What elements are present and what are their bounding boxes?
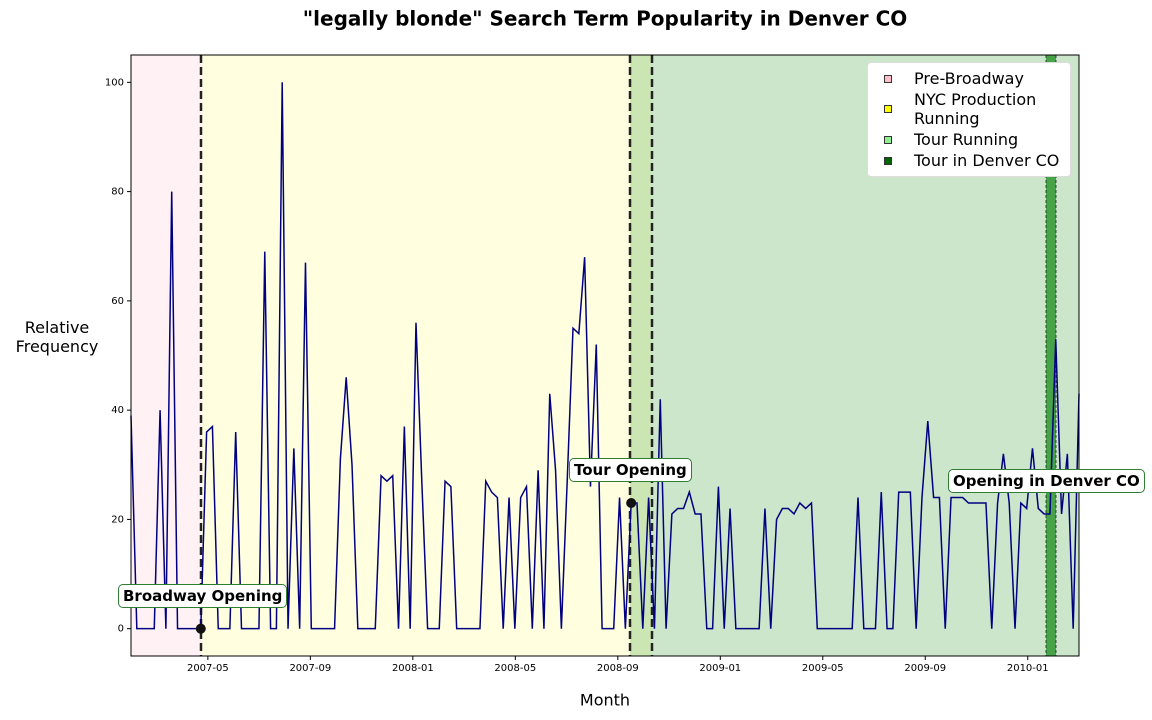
y-tick-label: 60	[111, 296, 124, 307]
legend: Pre-Broadway NYC Production Running Tour R…	[867, 62, 1071, 177]
legend-label: Pre-Broadway	[914, 69, 1024, 88]
legend-swatch	[884, 135, 892, 144]
x-tick-label: 2008-01	[392, 663, 434, 674]
legend-item: Pre-Broadway	[884, 69, 1064, 88]
period-span	[131, 55, 201, 656]
spans	[131, 55, 1079, 656]
y-tick-label: 20	[111, 514, 124, 525]
y-tick-label: 0	[118, 624, 124, 635]
x-tick-label: 2010-01	[1007, 663, 1049, 674]
period-span	[1046, 55, 1056, 656]
y-tick-label: 100	[105, 77, 124, 88]
legend-label: Tour in Denver CO	[914, 151, 1060, 170]
legend-label: Tour Running	[914, 130, 1019, 149]
chart-title: "legally blonde" Search Term Popularity …	[303, 7, 908, 31]
x-tick-label: 2008-09	[597, 663, 639, 674]
x-axis-label: Month	[580, 691, 630, 710]
legend-swatch	[884, 105, 892, 113]
x-tick-label: 2007-09	[289, 663, 331, 674]
legend-item: Tour in Denver CO	[884, 151, 1064, 170]
legend-item: NYC Production Running	[884, 90, 1064, 128]
plot-frame	[130, 54, 1080, 657]
x-tick-label: 2007-05	[187, 663, 229, 674]
legend-swatch	[884, 74, 892, 83]
annotation: Opening in Denver CO	[948, 469, 1145, 493]
series-line	[130, 82, 1080, 630]
event-point	[626, 498, 637, 509]
y-tick-label: 40	[111, 405, 124, 416]
y-tick-label: 80	[111, 187, 124, 198]
y-axis-label: Relative Frequency	[15, 318, 99, 356]
period-span	[201, 55, 652, 656]
x-tick-label: 2008-05	[494, 663, 536, 674]
event-point	[195, 623, 206, 634]
x-tick-label: 2009-09	[904, 663, 946, 674]
legend-item: Tour Running	[884, 130, 1064, 149]
annotation: Broadway Opening	[118, 584, 288, 608]
x-tick-label: 2009-01	[699, 663, 741, 674]
marks	[130, 82, 1080, 634]
legend-label: NYC Production Running	[914, 90, 1037, 128]
x-tick-label: 2009-05	[802, 663, 844, 674]
legend-swatch	[884, 156, 892, 165]
annotation: Tour Opening	[569, 458, 692, 482]
